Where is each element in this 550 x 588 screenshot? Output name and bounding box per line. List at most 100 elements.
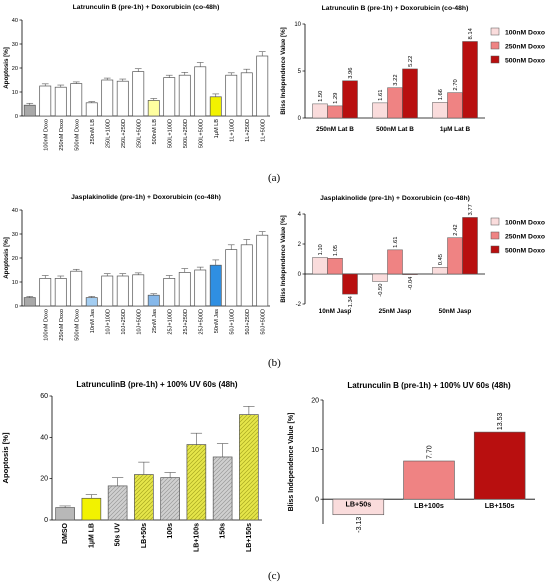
- panel-label-a: (a): [268, 172, 281, 184]
- data-label: -1.34: [348, 295, 354, 309]
- x-tick-label: 250L+250D: [121, 119, 127, 148]
- x-category-label: 1µM Lat B: [440, 126, 471, 133]
- y-tick-label: 40: [40, 434, 48, 441]
- x-tick-label: 50s UV: [115, 523, 122, 547]
- chart-title: LatrunculinB (pre-1h) + 100% UV 60s (48h…: [76, 380, 237, 389]
- bar: [462, 217, 478, 275]
- data-label: -0.04: [408, 276, 414, 290]
- bar: [387, 87, 403, 119]
- data-label: 13.53: [497, 412, 504, 430]
- bar: [327, 105, 343, 119]
- x-category-label: LB+100s: [414, 501, 444, 510]
- data-label: 5.22: [408, 56, 414, 67]
- y-tick-label: 10: [12, 280, 18, 286]
- bar: [107, 485, 128, 521]
- bar: [132, 274, 145, 307]
- y-axis-label: Apoptosis [%]: [3, 237, 10, 279]
- y-tick-label: 10: [311, 447, 319, 454]
- bar: [209, 96, 222, 117]
- bar: [312, 103, 328, 119]
- panel-b-right-chart: Jasplakinolide (pre-1h) + Doxorubicin (c…: [275, 190, 550, 360]
- y-tick-label: 40: [12, 208, 18, 214]
- bar: [55, 507, 75, 521]
- data-label: 3.77: [468, 204, 474, 215]
- x-category-label: 500nM Lat B: [376, 126, 414, 133]
- x-tick-label: 500nM Doxo: [74, 309, 80, 341]
- x-tick-label: 1µM LB: [214, 119, 220, 139]
- x-tick-label: 100nM Doxo: [43, 119, 49, 151]
- bar: [54, 278, 67, 307]
- x-tick-label: 25J+100D: [167, 309, 173, 335]
- x-tick-label: 25J+500D: [198, 309, 204, 335]
- data-label: 3.96: [348, 67, 354, 78]
- x-tick-label: 10J+500D: [136, 309, 142, 335]
- data-label: 7.70: [427, 445, 434, 459]
- bar: [147, 100, 160, 117]
- x-tick-label: 500nM Doxo: [74, 119, 80, 151]
- x-category-label: 250nM Lat B: [316, 126, 354, 133]
- bar: [240, 72, 253, 117]
- y-tick-label: 0: [298, 116, 302, 122]
- bar: [85, 297, 98, 307]
- panel-label-c: (c): [268, 570, 281, 582]
- y-axis-label: Bliss Independence Value [%]: [280, 215, 287, 302]
- bar: [163, 77, 176, 117]
- bar: [178, 272, 191, 307]
- bar: [70, 270, 83, 307]
- x-tick-label: LB+150s: [246, 523, 253, 552]
- x-tick-label: 1µM LB: [88, 523, 95, 548]
- bar: [447, 92, 463, 119]
- bar: [147, 294, 160, 307]
- x-category-label: 50nM Jasp: [439, 308, 472, 315]
- bar: [39, 278, 52, 307]
- x-tick-label: 250nM Doxo: [59, 309, 65, 341]
- y-tick-label: 0: [44, 517, 48, 524]
- data-label: -0.50: [378, 284, 384, 297]
- bar: [160, 477, 180, 521]
- legend-swatch: [490, 41, 500, 50]
- x-tick-label: 10J+250D: [121, 309, 127, 335]
- panel-a-right-chart: Latrunculin B (pre-1h) + Doxorubicin (co…: [275, 0, 550, 170]
- y-tick-label: 20: [12, 66, 18, 72]
- x-tick-label: 500nM LB: [152, 119, 158, 145]
- y-axis-label: Bliss Independence Value [%]: [288, 413, 295, 512]
- x-category-label: LB+150s: [485, 501, 515, 510]
- bar: [332, 498, 385, 516]
- bar: [342, 273, 358, 295]
- bar: [256, 55, 269, 117]
- y-tick-label: 30: [12, 232, 18, 238]
- x-tick-label: 250L+500D: [136, 119, 142, 148]
- legend-label: 100nM Doxo: [505, 30, 545, 37]
- bar: [372, 273, 388, 282]
- chart-title: Latrunculin B (pre-1h) + Doxorubicin (co…: [73, 4, 220, 11]
- x-tick-label: 100s: [167, 523, 174, 539]
- bar: [132, 71, 145, 117]
- x-tick-label: 250L+100D: [105, 119, 111, 148]
- x-tick-label: 25J+250D: [183, 309, 189, 335]
- bar: [23, 104, 36, 117]
- data-label: 1.10: [318, 244, 324, 255]
- panel-label-b: (b): [268, 357, 281, 369]
- y-tick-label: 0: [15, 304, 18, 310]
- x-tick-label: 10nM Jas: [90, 309, 96, 333]
- legend-swatch: [490, 27, 500, 36]
- x-category-label: 25nM Jasp: [379, 308, 412, 315]
- y-axis-label: Apoptosis [%]: [1, 432, 10, 484]
- data-label: 1.66: [438, 89, 444, 100]
- y-tick-label: -2: [296, 302, 302, 308]
- y-tick-label: 20: [40, 476, 48, 483]
- data-label: -3.13: [356, 517, 363, 533]
- bar: [81, 497, 102, 521]
- legend-swatch: [490, 217, 500, 226]
- x-category-label: 10nM Jasp: [319, 308, 352, 315]
- bar: [116, 80, 129, 117]
- bar: [402, 273, 418, 275]
- y-tick-label: 0: [15, 114, 18, 120]
- bar: [39, 85, 52, 117]
- data-label: 2.70: [453, 79, 459, 90]
- bar: [462, 41, 478, 119]
- legend-label: 250nM Doxo: [505, 44, 545, 51]
- data-label: 2.42: [453, 224, 459, 235]
- y-tick-label: 0: [315, 497, 319, 504]
- bar: [473, 431, 526, 500]
